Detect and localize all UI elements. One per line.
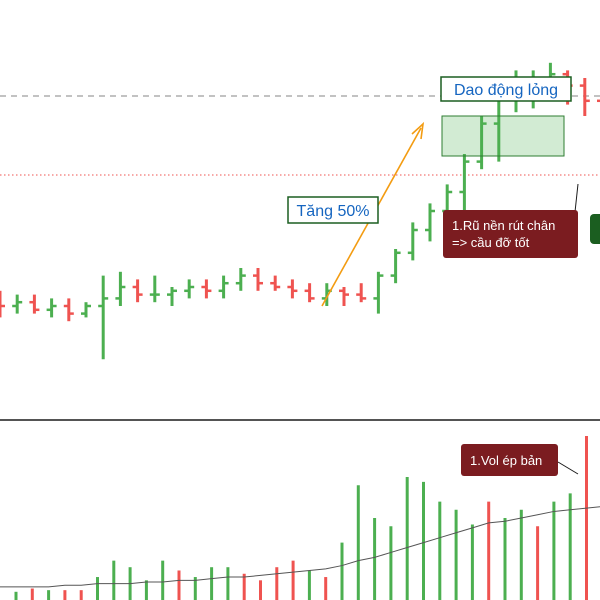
price-bar <box>373 271 384 314</box>
price-bar <box>390 249 401 284</box>
price-bar <box>459 154 470 215</box>
price-bar <box>81 302 91 318</box>
price-bar <box>407 222 418 261</box>
price-bar <box>0 290 5 318</box>
price-bar <box>304 283 315 303</box>
callout-2-label: 1.Vol ép bản <box>470 453 542 468</box>
price-bar <box>46 298 57 318</box>
callout-1-pointer <box>574 183 579 213</box>
price-bar <box>425 203 435 242</box>
price-bar <box>201 279 212 299</box>
price-bars <box>0 62 600 360</box>
price-bar <box>218 275 229 299</box>
price-bar <box>235 268 246 291</box>
price-bar <box>287 279 298 299</box>
volume-moving-average-line <box>0 506 600 588</box>
price-bar <box>12 294 23 314</box>
price-bar <box>253 268 263 291</box>
price-badge-partial <box>590 214 600 244</box>
rise-arrow-head <box>411 121 425 140</box>
range-label-box <box>440 76 572 102</box>
price-bar <box>356 283 367 303</box>
price-bar <box>579 78 590 116</box>
price-bar <box>115 271 126 306</box>
price-bar <box>63 298 74 322</box>
price-bar <box>339 287 349 306</box>
price-bar <box>149 275 160 303</box>
price-bar <box>98 275 109 360</box>
range-box <box>441 115 565 157</box>
price-bar <box>184 279 195 299</box>
callout-2-pointer <box>557 461 579 475</box>
callout-2-box <box>461 444 558 476</box>
price-bar <box>270 275 281 291</box>
price-bar <box>167 287 177 306</box>
price-bar <box>29 294 40 314</box>
rise-label-box <box>287 196 379 224</box>
callout-1-line1: 1.Rũ nền rút chân <box>452 218 555 233</box>
callout-1-box <box>443 210 578 258</box>
rise-label: Tăng 50% <box>297 203 370 220</box>
price-bar <box>132 279 143 303</box>
range-label: Dao động lỏng <box>454 82 558 99</box>
price-bar <box>476 116 487 170</box>
volume-bars <box>14 436 588 600</box>
callout-1-line2: => cầu đỡ tốt <box>452 235 530 250</box>
